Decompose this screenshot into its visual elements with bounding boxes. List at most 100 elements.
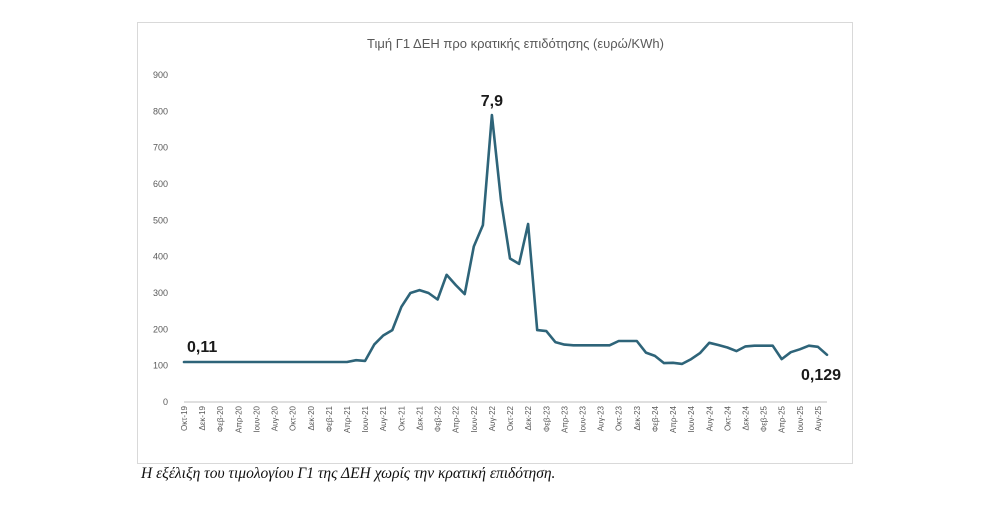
data-point: [699, 352, 702, 355]
data-point: [790, 351, 793, 354]
chart-frame: [137, 22, 853, 464]
data-point: [237, 361, 240, 364]
x-tick-label: Ιουν-22: [470, 405, 479, 432]
data-point: [300, 361, 303, 364]
data-point: [391, 329, 394, 332]
data-point: [491, 114, 494, 117]
data-point: [319, 361, 322, 364]
y-tick-label: 400: [153, 252, 168, 262]
data-point: [509, 257, 512, 260]
data-point: [826, 354, 829, 357]
x-tick-label: Οκτ-21: [397, 405, 406, 430]
data-point: [581, 344, 584, 347]
x-tick-label: Οκτ-22: [506, 405, 515, 430]
data-point: [264, 361, 267, 364]
x-tick-label: Οκτ-19: [180, 405, 189, 430]
y-tick-label: 900: [153, 70, 168, 80]
x-axis-ticks: Οκτ-19 Δεκ-19 Φεβ-20 Απρ-20 Ιουν-20 Αυγ-20 Οκτ…: [180, 405, 823, 433]
data-point: [817, 346, 820, 349]
data-point: [418, 289, 421, 292]
x-tick-label: Φεβ-24: [651, 405, 660, 432]
data-point: [192, 361, 195, 364]
data-point: [536, 329, 539, 332]
x-tick-label: Οκτ-24: [723, 405, 732, 430]
data-point: [364, 360, 367, 363]
data-point: [291, 361, 294, 364]
series-line: [182, 113, 829, 366]
data-point: [500, 199, 503, 202]
data-point: [726, 346, 729, 349]
data-point: [328, 361, 331, 364]
data-point: [282, 361, 285, 364]
data-point: [382, 334, 385, 337]
x-tick-label: Δεκ-21: [415, 405, 424, 430]
figure-caption: Η εξέλιξη του τιμολογίου Γ1 της ΔΕΗ χωρί…: [141, 465, 556, 482]
data-point: [409, 292, 412, 295]
data-point: [690, 358, 693, 361]
x-tick-label: Δεκ-24: [741, 405, 750, 430]
x-tick-label: Αυγ-23: [597, 405, 606, 431]
x-tick-label: Αυγ-22: [488, 405, 497, 431]
x-tick-label: Απρ-22: [452, 405, 461, 433]
y-tick-label: 200: [153, 324, 168, 334]
x-tick-label: Φεβ-23: [542, 405, 551, 432]
data-point: [627, 340, 630, 343]
data-point: [183, 361, 186, 364]
x-tick-label: Αυγ-20: [271, 405, 280, 431]
data-point: [663, 362, 666, 365]
y-tick-label: 300: [153, 288, 168, 298]
data-point: [599, 344, 602, 347]
y-axis-ticks: 0 100 200 300 400 500 600 700 800 900: [153, 70, 168, 407]
data-point: [219, 361, 222, 364]
chart-title: Τιμή Γ1 ΔΕΗ προ κρατικής επιδότησης (ευρ…: [367, 36, 664, 51]
data-point: [445, 274, 448, 277]
data-point: [554, 341, 557, 344]
data-point: [346, 361, 349, 364]
y-tick-label: 500: [153, 215, 168, 225]
data-point: [608, 344, 611, 347]
data-point: [355, 359, 358, 362]
data-points: [183, 114, 829, 366]
x-tick-label: Φεβ-25: [760, 405, 769, 432]
y-tick-label: 600: [153, 179, 168, 189]
x-tick-label: Αυγ-21: [379, 405, 388, 431]
data-point: [717, 344, 720, 347]
x-tick-label: Αυγ-25: [814, 405, 823, 431]
data-point: [590, 344, 593, 347]
data-point: [771, 344, 774, 347]
data-point: [436, 298, 439, 301]
x-tick-label: Φεβ-21: [325, 405, 334, 432]
data-point: [482, 224, 485, 227]
data-point: [463, 293, 466, 296]
data-point: [210, 361, 213, 364]
data-point: [780, 358, 783, 361]
x-tick-label: Ιουν-24: [687, 405, 696, 432]
data-point: [681, 363, 684, 366]
data-point: [518, 263, 521, 266]
y-tick-label: 700: [153, 143, 168, 153]
x-tick-label: Απρ-23: [560, 405, 569, 433]
data-point: [228, 361, 231, 364]
x-tick-label: Ιουν-23: [578, 405, 587, 432]
y-tick-label: 800: [153, 106, 168, 116]
x-tick-label: Δεκ-20: [307, 405, 316, 430]
data-point: [427, 292, 430, 295]
x-tick-label: Απρ-20: [234, 405, 243, 433]
data-annotations: 0,11 7,9 0,129: [187, 93, 841, 384]
data-point: [617, 340, 620, 343]
data-point: [400, 306, 403, 309]
data-point: [808, 344, 811, 347]
data-point: [762, 344, 765, 347]
x-tick-label: Δεκ-22: [524, 405, 533, 430]
data-point: [473, 245, 476, 248]
data-point: [337, 361, 340, 364]
data-point: [753, 344, 756, 347]
x-tick-label: Ιουν-20: [252, 405, 261, 432]
data-point: [645, 351, 648, 354]
x-tick-label: Φεβ-20: [216, 405, 225, 432]
data-point: [572, 344, 575, 347]
x-tick-label: Ιουν-21: [361, 405, 370, 432]
data-point: [201, 361, 204, 364]
x-tick-label: Οκτ-20: [289, 405, 298, 430]
x-tick-label: Οκτ-23: [615, 405, 624, 430]
